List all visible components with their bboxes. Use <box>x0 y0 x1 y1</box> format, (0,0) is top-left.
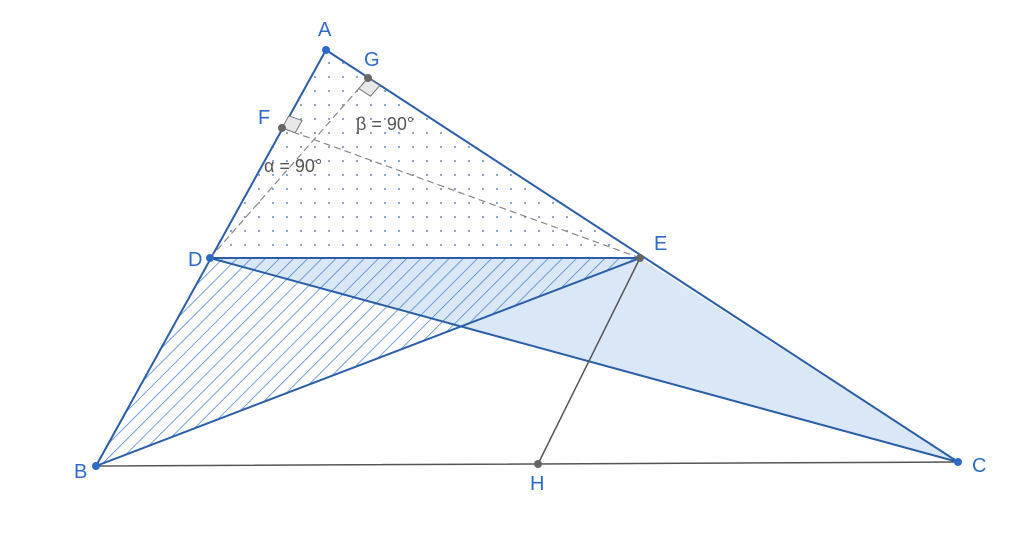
label-d: D <box>188 249 202 271</box>
label-beta: β = 90° <box>356 114 414 134</box>
label-b: B <box>74 461 87 483</box>
point-d <box>206 254 214 262</box>
label-a: A <box>318 19 332 41</box>
point-h <box>534 460 542 468</box>
point-e <box>636 254 644 262</box>
point-a <box>322 46 330 54</box>
point-b <box>92 462 100 470</box>
edge-bc <box>96 462 958 466</box>
point-c <box>954 458 962 466</box>
label-f: F <box>258 107 270 129</box>
label-c: C <box>972 455 986 477</box>
label-e: E <box>654 233 667 255</box>
point-g <box>364 74 372 82</box>
label-g: G <box>364 49 380 71</box>
label-alpha: α = 90° <box>264 156 322 176</box>
label-h: H <box>530 473 544 495</box>
point-f <box>278 124 286 132</box>
